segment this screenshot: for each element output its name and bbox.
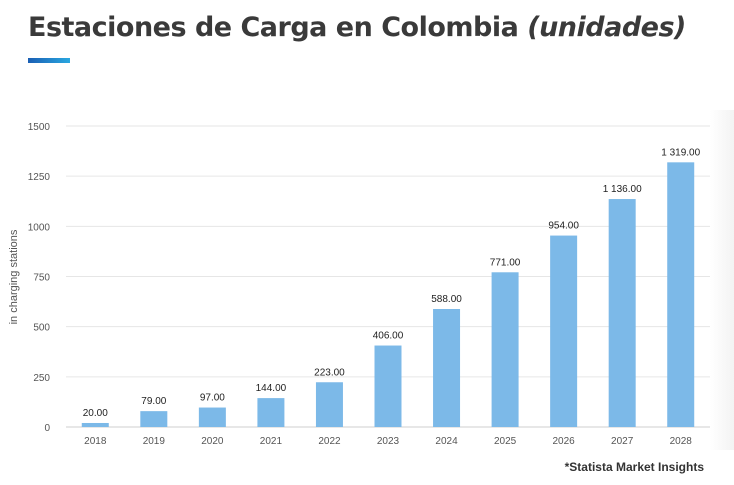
x-axis-ticks: 2018 2019 2020 2021 2022 2023 2024 2025 2026 2027… [84, 436, 692, 447]
y-tick-label: 750 [33, 273, 50, 284]
source-note: *Statista Market Insights [565, 460, 704, 474]
edge-shade [710, 110, 734, 450]
x-tick-label: 2027 [611, 436, 634, 447]
data-labels: 20.00 79.00 97.00 144.00 223.00 406.00 588.00 7… [83, 147, 701, 419]
x-tick-label: 2025 [494, 436, 517, 447]
bar[interactable] [315, 382, 343, 427]
data-label: 20.00 [83, 408, 108, 419]
chart-title-main: Estaciones de Carga en Colombia [28, 12, 519, 43]
chart-title-unit: (unidades) [527, 12, 686, 43]
data-label: 406.00 [373, 331, 404, 342]
y-tick-label: 250 [33, 373, 50, 384]
bar[interactable] [667, 162, 695, 427]
x-tick-label: 2023 [377, 436, 400, 447]
bars [81, 162, 695, 427]
y-axis-label: in charging stations [8, 229, 20, 324]
y-axis-ticks: 0 250 500 750 1000 1250 1500 [28, 122, 51, 434]
bar[interactable] [257, 398, 285, 427]
y-tick-label: 0 [44, 423, 50, 434]
data-label: 1 319.00 [661, 147, 700, 158]
source-asterisk: * [564, 460, 570, 474]
bar[interactable] [81, 422, 109, 427]
bar[interactable] [550, 235, 578, 427]
data-label: 588.00 [431, 294, 462, 305]
chart-title: Estaciones de Carga en Colombia (unidade… [28, 12, 686, 43]
data-label: 954.00 [548, 221, 579, 232]
x-tick-label: 2028 [670, 436, 693, 447]
x-tick-label: 2024 [435, 436, 458, 447]
x-tick-label: 2021 [260, 436, 283, 447]
bar[interactable] [140, 411, 168, 427]
x-tick-label: 2018 [84, 436, 107, 447]
bar[interactable] [491, 272, 519, 427]
y-tick-label: 1500 [28, 122, 51, 133]
data-label: 97.00 [200, 393, 225, 404]
source-text: Statista Market Insights [569, 460, 704, 474]
y-tick-label: 1250 [28, 172, 51, 183]
data-label: 223.00 [314, 367, 345, 378]
bar[interactable] [608, 199, 636, 427]
x-tick-label: 2019 [143, 436, 166, 447]
bar[interactable] [433, 309, 461, 427]
x-tick-label: 2022 [318, 436, 341, 447]
bar[interactable] [198, 407, 226, 427]
x-tick-label: 2020 [201, 436, 224, 447]
y-tick-label: 1000 [28, 222, 51, 233]
data-label: 144.00 [256, 383, 287, 394]
title-accent-bar [28, 58, 70, 63]
data-label: 771.00 [490, 257, 521, 268]
data-label: 79.00 [141, 396, 166, 407]
bar[interactable] [374, 345, 402, 427]
y-tick-label: 500 [33, 323, 50, 334]
data-label: 1 136.00 [603, 184, 642, 195]
x-tick-label: 2026 [553, 436, 576, 447]
